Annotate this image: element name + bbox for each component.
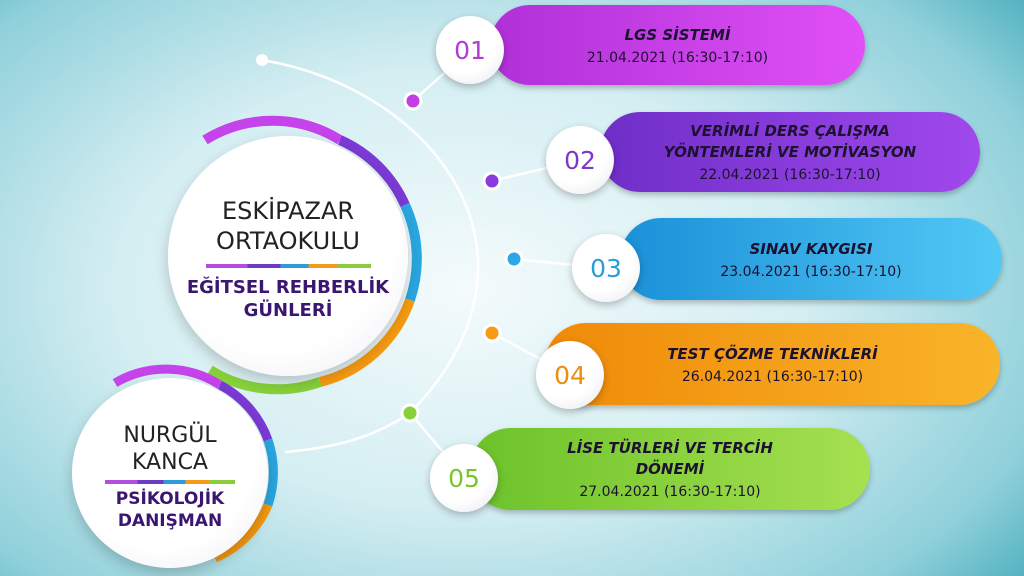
counselor-title-line1: PSİKOLOJİK: [115, 489, 225, 509]
school-name-line1: ESKİPAZAR: [221, 197, 355, 225]
small-circle-ring: [112, 364, 278, 563]
session-title-line2: DÖNEMİ: [635, 460, 705, 478]
session-date: 22.04.2021 (16:30-17:10): [699, 167, 881, 183]
node-dot: [482, 171, 502, 191]
session-number: 05: [430, 444, 498, 512]
school-name-line2: ORTAOKULU: [216, 227, 360, 255]
session-number: 03: [572, 234, 640, 302]
node-dot: [400, 403, 420, 423]
session-number: 01: [436, 16, 504, 84]
session-title: TEST ÇÖZME TEKNİKLERİ: [667, 344, 878, 363]
event-title-line1: EĞİTSEL REHBERLİK: [186, 277, 390, 298]
color-divider: [105, 480, 235, 484]
session-title-line2: YÖNTEMLERİ VE MOTİVASYON: [663, 143, 917, 161]
counselor-name-line2: KANCA: [132, 450, 208, 475]
counselor-name-line1: NURGÜL: [123, 423, 217, 448]
session-card-5: LİSE TÜRLERİ VE TERCİH DÖNEMİ 27.04.2021…: [470, 428, 870, 510]
node-dot: [482, 323, 502, 343]
session-number: 04: [536, 341, 604, 409]
session-title: SINAV KAYGISI: [749, 239, 873, 258]
session-number: 02: [546, 126, 614, 194]
session-date: 27.04.2021 (16:30-17:10): [579, 484, 761, 500]
big-circle-ring: [202, 115, 422, 395]
session-date: 21.04.2021 (16:30-17:10): [586, 49, 769, 66]
session-card-3: SINAV KAYGISI 23.04.2021 (16:30-17:10): [620, 218, 1002, 300]
color-divider: [205, 264, 371, 268]
event-title-line2: GÜNLERİ: [243, 300, 333, 321]
session-title-line1: VERİMLİ DERS ÇALIŞMA: [690, 122, 890, 140]
session-card-4: TEST ÇÖZME TEKNİKLERİ 26.04.2021 (16:30-…: [545, 323, 1000, 405]
session-card-2: VERİMLİ DERS ÇALIŞMA YÖNTEMLERİ VE MOTİV…: [600, 112, 980, 192]
node-dot: [504, 249, 524, 269]
session-title: LGS SİSTEMİ: [624, 25, 731, 44]
school-circle: ESKİPAZAR ORTAOKULU EĞİTSEL REHBERLİK GÜ…: [168, 136, 408, 376]
session-title-line1: LİSE TÜRLERİ VE TERCİH: [567, 439, 773, 457]
session-date: 23.04.2021 (16:30-17:10): [720, 263, 902, 280]
session-card-1: LGS SİSTEMİ 21.04.2021 (16:30-17:10): [490, 5, 865, 85]
counselor-title-line2: DANIŞMAN: [117, 511, 223, 531]
start-dot: [256, 54, 268, 66]
session-date: 26.04.2021 (16:30-17:10): [681, 368, 864, 385]
node-dot: [403, 91, 423, 111]
counselor-circle: NURGÜL KANCA PSİKOLOJİK DANIŞMAN: [72, 378, 268, 568]
